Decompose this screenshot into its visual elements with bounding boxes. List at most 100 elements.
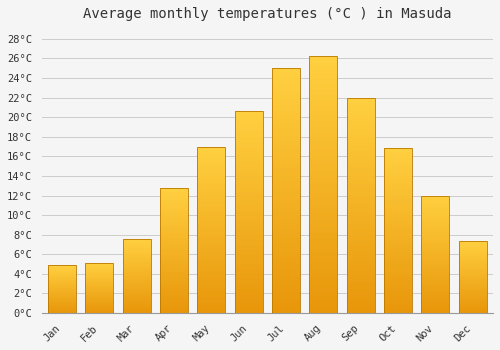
Bar (384, 149, 412, 152)
Bar (458, 295, 486, 296)
Bar (86, 302, 114, 303)
Bar (86, 299, 114, 300)
Bar (310, 188, 338, 191)
Bar (234, 199, 262, 202)
Bar (198, 180, 226, 182)
Bar (310, 108, 338, 111)
Bar (48, 273, 76, 274)
Bar (86, 287, 114, 288)
Bar (346, 130, 374, 133)
Bar (198, 198, 226, 201)
Bar (458, 293, 486, 294)
Bar (272, 215, 300, 218)
Bar (160, 277, 188, 279)
Bar (234, 157, 262, 159)
Bar (160, 282, 188, 283)
Bar (234, 270, 262, 273)
Bar (458, 285, 486, 286)
Bar (310, 178, 338, 182)
Bar (346, 211, 374, 214)
Bar (310, 182, 338, 185)
Bar (123, 252, 151, 253)
Bar (123, 279, 151, 280)
Bar (346, 270, 374, 273)
Bar (458, 240, 486, 241)
Bar (234, 232, 262, 235)
Bar (198, 230, 226, 232)
Bar (384, 160, 412, 162)
Bar (198, 184, 226, 186)
Bar (48, 265, 76, 313)
Bar (346, 125, 374, 127)
Bar (458, 259, 486, 260)
Bar (384, 178, 412, 181)
Bar (310, 243, 338, 246)
Bar (123, 299, 151, 300)
Bar (234, 162, 262, 164)
Bar (48, 286, 76, 287)
Bar (160, 220, 188, 222)
Bar (160, 230, 188, 232)
Bar (272, 90, 300, 93)
Bar (123, 281, 151, 282)
Bar (234, 154, 262, 157)
Bar (384, 189, 412, 191)
Bar (234, 144, 262, 147)
Bar (160, 202, 188, 203)
Bar (346, 170, 374, 173)
Bar (384, 245, 412, 247)
Bar (310, 66, 338, 69)
Bar (272, 111, 300, 114)
Bar (160, 233, 188, 235)
Bar (123, 309, 151, 310)
Bar (458, 247, 486, 248)
Bar (198, 157, 226, 159)
Bar (310, 252, 338, 255)
Bar (160, 225, 188, 227)
Bar (86, 263, 114, 264)
Bar (272, 301, 300, 304)
Bar (384, 253, 412, 255)
Bar (346, 100, 374, 103)
Bar (384, 218, 412, 220)
Bar (458, 312, 486, 313)
Bar (272, 295, 300, 298)
Bar (421, 282, 449, 284)
Bar (421, 298, 449, 300)
Bar (458, 292, 486, 293)
Bar (48, 283, 76, 284)
Bar (234, 212, 262, 215)
Bar (123, 284, 151, 285)
Bar (310, 146, 338, 149)
Bar (123, 306, 151, 307)
Bar (458, 297, 486, 298)
Bar (123, 294, 151, 295)
Bar (198, 269, 226, 271)
Bar (384, 232, 412, 234)
Bar (384, 263, 412, 265)
Bar (160, 266, 188, 267)
Bar (310, 268, 338, 271)
Bar (272, 288, 300, 292)
Bar (272, 307, 300, 310)
Bar (123, 259, 151, 260)
Bar (346, 192, 374, 195)
Bar (160, 206, 188, 208)
Bar (160, 267, 188, 269)
Bar (346, 235, 374, 238)
Bar (123, 290, 151, 291)
Bar (458, 264, 486, 265)
Bar (160, 188, 188, 189)
Bar (346, 310, 374, 313)
Bar (421, 218, 449, 219)
Bar (272, 102, 300, 105)
Bar (234, 268, 262, 270)
Bar (160, 217, 188, 219)
Bar (198, 232, 226, 234)
Bar (234, 184, 262, 187)
Bar (384, 240, 412, 243)
Bar (384, 255, 412, 257)
Bar (346, 165, 374, 168)
Bar (272, 68, 300, 313)
Bar (310, 307, 338, 310)
